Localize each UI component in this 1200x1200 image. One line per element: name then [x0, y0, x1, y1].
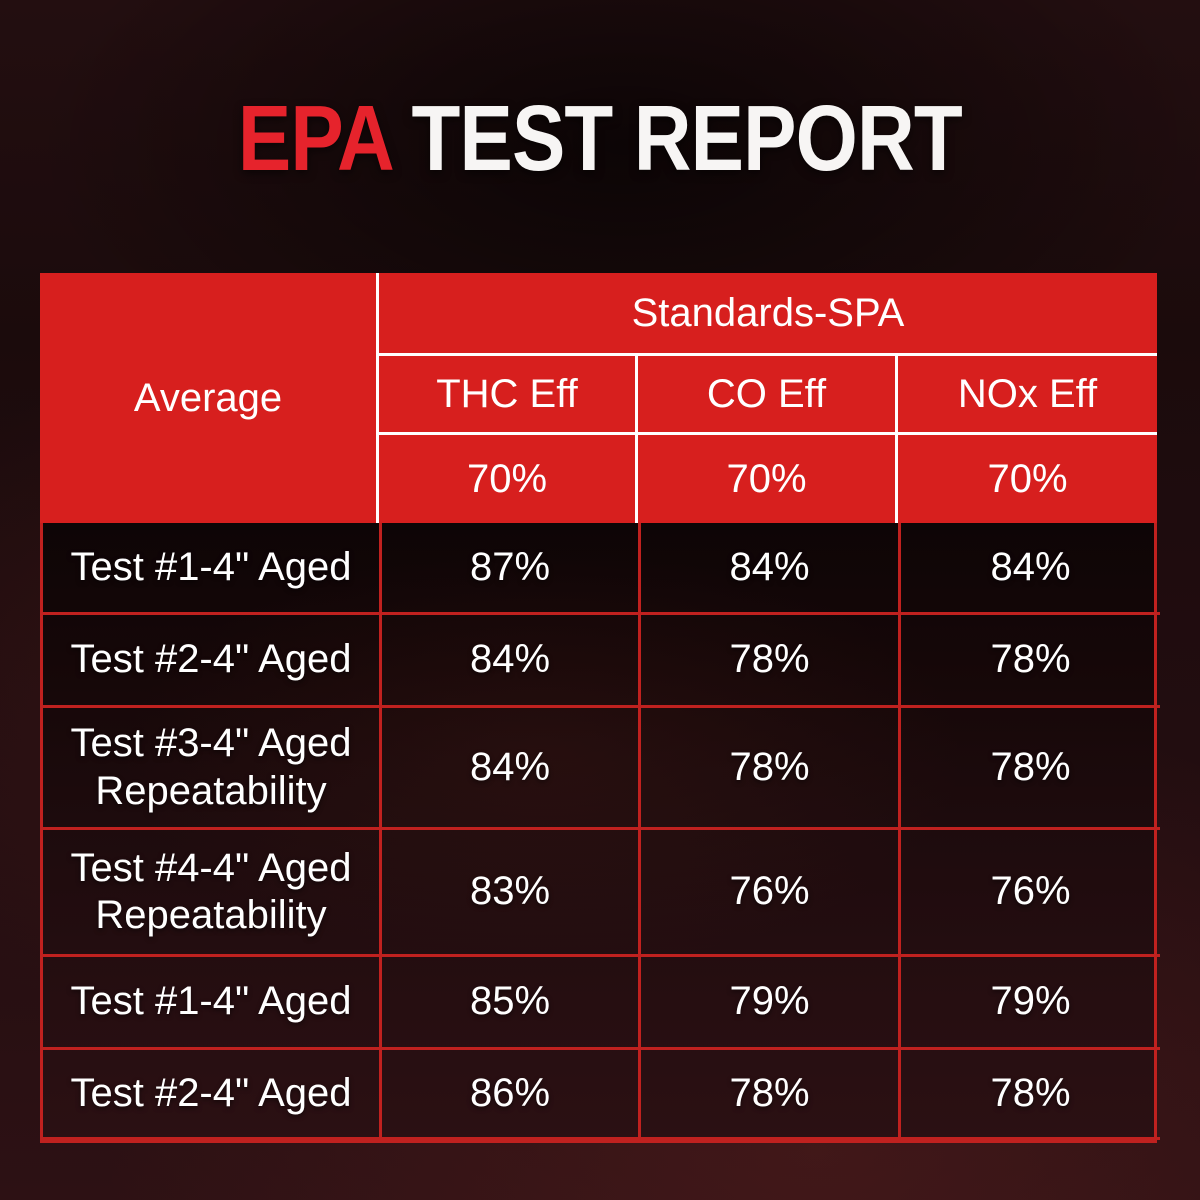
value-cell: 78% [641, 615, 901, 708]
standard-value-cell: 70% [638, 432, 898, 523]
value-cell: 85% [382, 957, 641, 1050]
title-highlight: EPA [238, 86, 395, 190]
average-header-cell: Average [40, 273, 379, 523]
value-cell: 76% [641, 830, 901, 957]
value-cell: 78% [901, 1050, 1160, 1140]
row-label-cell: Test #4-4" Aged Repeatability [43, 830, 382, 957]
page-title: EPA TEST REPORT [0, 92, 1200, 185]
column-header-thc: THC Eff [379, 353, 638, 432]
column-header-nox: NOx Eff [898, 353, 1157, 432]
column-header-co: CO Eff [638, 353, 898, 432]
value-cell: 78% [901, 708, 1160, 830]
value-cell: 84% [382, 708, 641, 830]
value-cell: 79% [901, 957, 1160, 1050]
value-cell: 83% [382, 830, 641, 957]
value-cell: 79% [641, 957, 901, 1050]
standards-group-header-cell: Standards-SPA [379, 273, 1157, 353]
value-cell: 78% [641, 708, 901, 830]
report-table: Average Standards-SPA THC Eff CO Eff NOx… [40, 273, 1160, 1143]
value-cell: 87% [382, 523, 641, 615]
value-cell: 84% [641, 523, 901, 615]
value-cell: 78% [641, 1050, 901, 1140]
row-label-cell: Test #1-4" Aged [43, 957, 382, 1050]
row-label-cell: Test #2-4" Aged [43, 615, 382, 708]
row-label-cell: Test #1-4" Aged [43, 523, 382, 615]
value-cell: 86% [382, 1050, 641, 1140]
standard-value-cell: 70% [898, 432, 1157, 523]
row-label-cell: Test #2-4" Aged [43, 1050, 382, 1140]
table-header: Average Standards-SPA THC Eff CO Eff NOx… [40, 273, 1157, 523]
value-cell: 78% [901, 615, 1160, 708]
title-text: TEST REPORT [411, 86, 963, 190]
value-cell: 76% [901, 830, 1160, 957]
value-cell: 84% [382, 615, 641, 708]
value-cell: 84% [901, 523, 1160, 615]
table-body: Test #1-4" Aged 87% 84% 84% Test #2-4" A… [40, 523, 1160, 1143]
standard-value-cell: 70% [379, 432, 638, 523]
row-label-cell: Test #3-4" Aged Repeatability [43, 708, 382, 830]
